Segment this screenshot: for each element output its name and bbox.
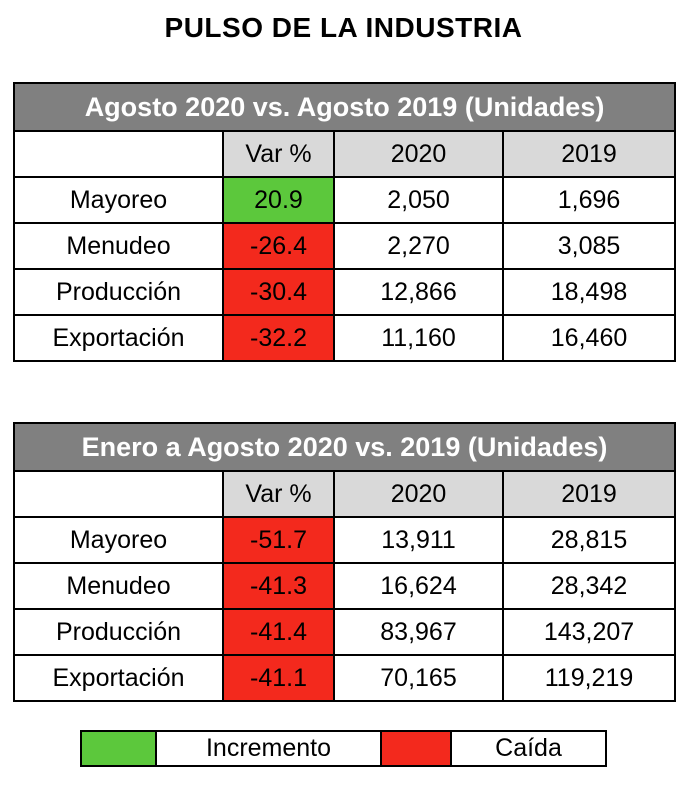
increase-swatch-icon (80, 730, 157, 767)
table-title-row: Agosto 2020 vs. Agosto 2019 (Unidades) (12, 82, 677, 132)
value-2020-cell: 2,270 (333, 222, 504, 270)
table-title: Enero a Agosto 2020 vs. 2019 (Unidades) (12, 422, 677, 472)
column-header-2020: 2020 (333, 470, 504, 518)
table-title: Agosto 2020 vs. Agosto 2019 (Unidades) (12, 82, 677, 132)
table-row-exportacion: Exportación -32.2 11,160 16,460 (13, 314, 677, 362)
value-2020-cell: 13,911 (333, 516, 504, 564)
row-label: Exportación (13, 314, 224, 362)
row-label: Producción (13, 608, 224, 656)
table-row-mayoreo: Mayoreo -51.7 13,911 28,815 (13, 516, 677, 564)
value-2020-cell: 83,967 (333, 608, 504, 656)
value-2019-cell: 1,696 (501, 176, 677, 224)
table-enero-agosto-2020-vs-2019: Enero a Agosto 2020 vs. 2019 (Unidades) … (12, 422, 677, 702)
value-2020-cell: 11,160 (333, 314, 504, 362)
value-2019-cell: 119,219 (501, 654, 677, 702)
value-2019-cell: 28,342 (501, 562, 677, 610)
var-pct-cell: 20.9 (222, 176, 335, 224)
var-pct-cell: -41.1 (222, 654, 335, 702)
row-label: Mayoreo (13, 176, 224, 224)
column-header-2019: 2019 (501, 470, 677, 518)
var-pct-cell: -26.4 (222, 222, 335, 270)
column-header-row: Var % 2020 2019 (13, 470, 677, 518)
column-header-2019: 2019 (501, 130, 677, 178)
table-row-mayoreo: Mayoreo 20.9 2,050 1,696 (13, 176, 677, 224)
row-label: Producción (13, 268, 224, 316)
column-header-row: Var % 2020 2019 (13, 130, 677, 178)
table-row-produccion: Producción -41.4 83,967 143,207 (13, 608, 677, 656)
table-agosto-2020-vs-2019: Agosto 2020 vs. Agosto 2019 (Unidades) V… (12, 82, 677, 362)
column-header-blank (13, 470, 224, 518)
row-label: Menudeo (13, 222, 224, 270)
column-header-var-pct: Var % (222, 130, 335, 178)
value-2020-cell: 16,624 (333, 562, 504, 610)
value-2020-cell: 12,866 (333, 268, 504, 316)
table-row-menudeo: Menudeo -26.4 2,270 3,085 (13, 222, 677, 270)
var-pct-cell: -41.4 (222, 608, 335, 656)
value-2019-cell: 3,085 (501, 222, 677, 270)
var-pct-cell: -51.7 (222, 516, 335, 564)
table-row-produccion: Producción -30.4 12,866 18,498 (13, 268, 677, 316)
value-2019-cell: 28,815 (501, 516, 677, 564)
value-2019-cell: 16,460 (501, 314, 677, 362)
var-pct-cell: -30.4 (222, 268, 335, 316)
var-pct-cell: -32.2 (222, 314, 335, 362)
column-header-var-pct: Var % (222, 470, 335, 518)
row-label: Exportación (13, 654, 224, 702)
value-2020-cell: 2,050 (333, 176, 504, 224)
decrease-swatch-icon (380, 730, 452, 767)
table-row-exportacion: Exportación -41.1 70,165 119,219 (13, 654, 677, 702)
page-title: PULSO DE LA INDUSTRIA (164, 12, 523, 43)
value-2020-cell: 70,165 (333, 654, 504, 702)
legend-row: Incremento Caída (80, 730, 607, 767)
row-label: Mayoreo (13, 516, 224, 564)
column-header-2020: 2020 (333, 130, 504, 178)
legend-label-caida: Caída (450, 730, 607, 767)
value-2019-cell: 143,207 (501, 608, 677, 656)
var-pct-cell: -41.3 (222, 562, 335, 610)
legend: Incremento Caída (80, 730, 607, 767)
table-row-menudeo: Menudeo -41.3 16,624 28,342 (13, 562, 677, 610)
value-2019-cell: 18,498 (501, 268, 677, 316)
table-title-row: Enero a Agosto 2020 vs. 2019 (Unidades) (12, 422, 677, 472)
column-header-blank (13, 130, 224, 178)
legend-label-incremento: Incremento (155, 730, 382, 767)
row-label: Menudeo (13, 562, 224, 610)
